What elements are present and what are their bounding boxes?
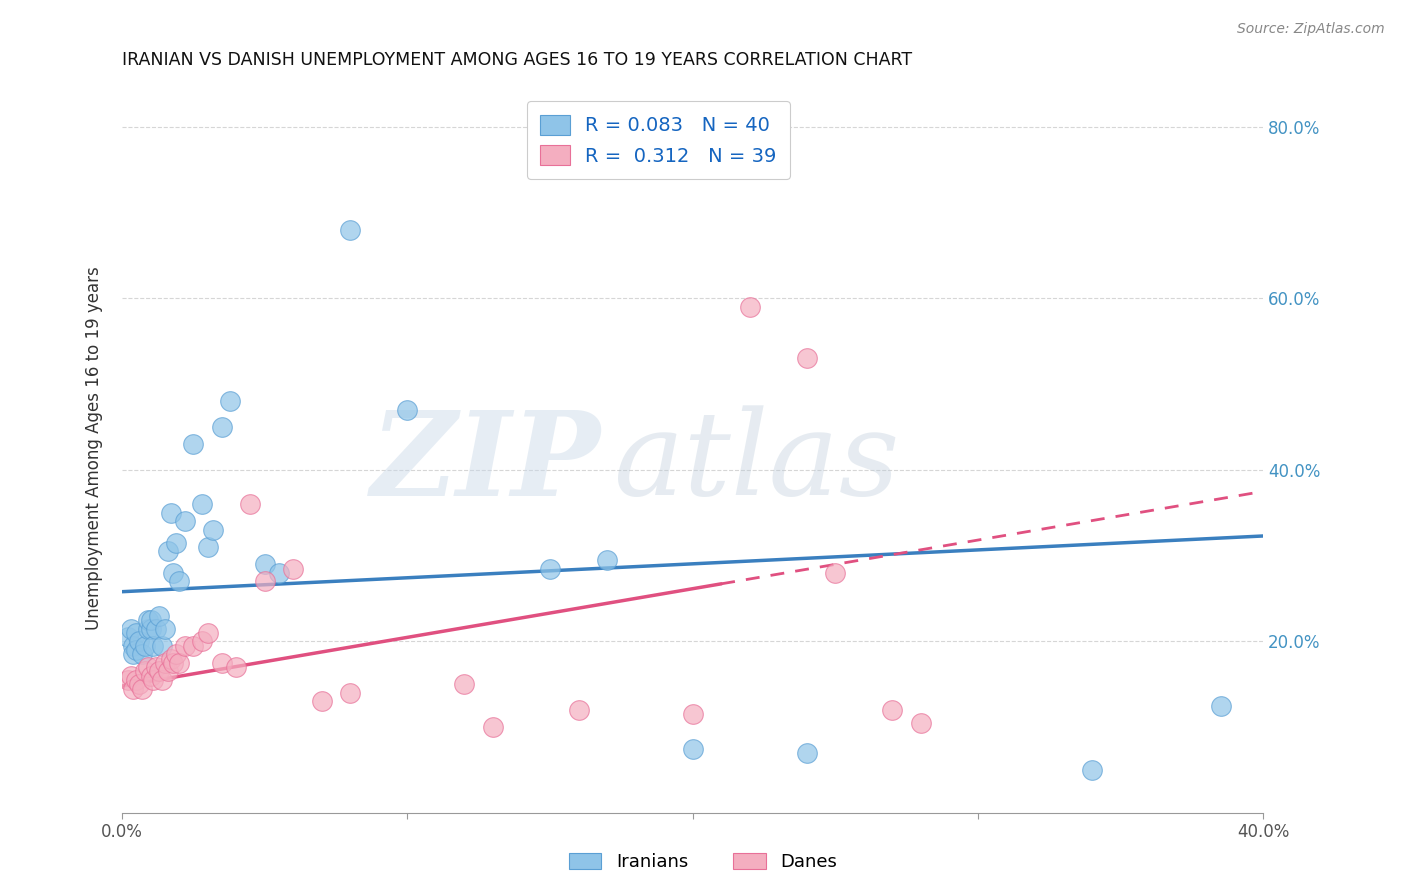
Point — [139, 669, 162, 683]
Text: ZIP: ZIP — [371, 406, 602, 521]
Point — [339, 223, 361, 237]
Point — [173, 515, 195, 529]
Point — [120, 669, 142, 683]
Point — [131, 648, 153, 662]
Point — [122, 639, 145, 653]
Point — [117, 630, 139, 644]
Point — [211, 420, 233, 434]
Y-axis label: Unemployment Among Ages 16 to 19 years: Unemployment Among Ages 16 to 19 years — [86, 267, 103, 631]
Point — [239, 497, 262, 511]
Point — [136, 622, 159, 636]
Point — [139, 622, 162, 636]
Point — [682, 707, 704, 722]
Text: IRANIAN VS DANISH UNEMPLOYMENT AMONG AGES 16 TO 19 YEARS CORRELATION CHART: IRANIAN VS DANISH UNEMPLOYMENT AMONG AGE… — [122, 51, 912, 69]
Point — [796, 746, 818, 760]
Point — [173, 639, 195, 653]
Point — [128, 634, 150, 648]
Point — [482, 720, 505, 734]
Point — [165, 648, 187, 662]
Point — [197, 625, 219, 640]
Point — [167, 656, 190, 670]
Point — [131, 681, 153, 696]
Point — [538, 561, 561, 575]
Point — [136, 613, 159, 627]
Legend: Iranians, Danes: Iranians, Danes — [562, 846, 844, 879]
Point — [1209, 698, 1232, 713]
Point — [311, 694, 333, 708]
Point — [150, 673, 173, 687]
Point — [122, 648, 145, 662]
Point — [120, 622, 142, 636]
Point — [219, 394, 242, 409]
Point — [910, 715, 932, 730]
Point — [125, 673, 148, 687]
Point — [267, 566, 290, 580]
Point — [136, 660, 159, 674]
Point — [183, 639, 205, 653]
Point — [125, 643, 148, 657]
Point — [1081, 763, 1104, 777]
Point — [150, 639, 173, 653]
Point — [191, 634, 214, 648]
Point — [134, 665, 156, 679]
Point — [167, 574, 190, 589]
Point — [162, 656, 184, 670]
Text: Source: ZipAtlas.com: Source: ZipAtlas.com — [1237, 22, 1385, 37]
Point — [453, 677, 475, 691]
Point — [682, 741, 704, 756]
Point — [153, 656, 176, 670]
Point — [396, 403, 419, 417]
Point — [134, 639, 156, 653]
Point — [122, 681, 145, 696]
Point — [253, 574, 276, 589]
Point — [191, 497, 214, 511]
Point — [153, 622, 176, 636]
Point — [125, 625, 148, 640]
Point — [148, 665, 170, 679]
Point — [202, 523, 225, 537]
Point — [142, 639, 165, 653]
Point — [159, 506, 181, 520]
Point — [139, 613, 162, 627]
Point — [183, 437, 205, 451]
Point — [145, 622, 167, 636]
Point — [738, 300, 761, 314]
Point — [253, 558, 276, 572]
Point — [197, 540, 219, 554]
Point — [156, 544, 179, 558]
Point — [148, 608, 170, 623]
Point — [142, 673, 165, 687]
Point — [211, 656, 233, 670]
Point — [156, 665, 179, 679]
Point — [882, 703, 904, 717]
Point — [283, 561, 305, 575]
Legend: R = 0.083   N = 40, R =  0.312   N = 39: R = 0.083 N = 40, R = 0.312 N = 39 — [527, 101, 790, 179]
Point — [117, 673, 139, 687]
Point — [339, 686, 361, 700]
Point — [159, 651, 181, 665]
Point — [596, 553, 619, 567]
Point — [162, 566, 184, 580]
Point — [145, 660, 167, 674]
Point — [567, 703, 589, 717]
Point — [824, 566, 846, 580]
Point — [796, 351, 818, 366]
Point — [225, 660, 247, 674]
Point — [128, 677, 150, 691]
Point — [165, 536, 187, 550]
Text: atlas: atlas — [613, 406, 900, 520]
